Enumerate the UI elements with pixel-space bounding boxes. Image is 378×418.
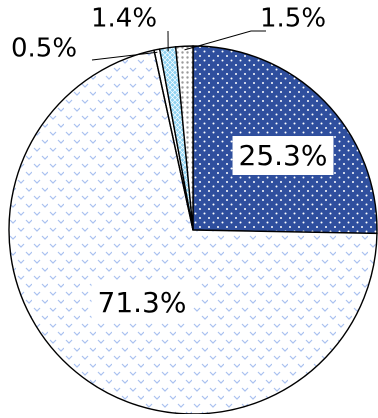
- pie-label-group-2: 71.3%: [92, 283, 193, 322]
- pie-label-3: 0.5%: [11, 34, 77, 64]
- pie-label-4: 1.4%: [91, 4, 157, 34]
- pie-label-2: 71.3%: [98, 286, 187, 319]
- pie-label-group-1: 25.3%: [233, 136, 334, 175]
- pie-slices: [9, 46, 377, 414]
- pie-label-1: 25.3%: [239, 139, 328, 172]
- pie-label-5: 1.5%: [260, 4, 326, 34]
